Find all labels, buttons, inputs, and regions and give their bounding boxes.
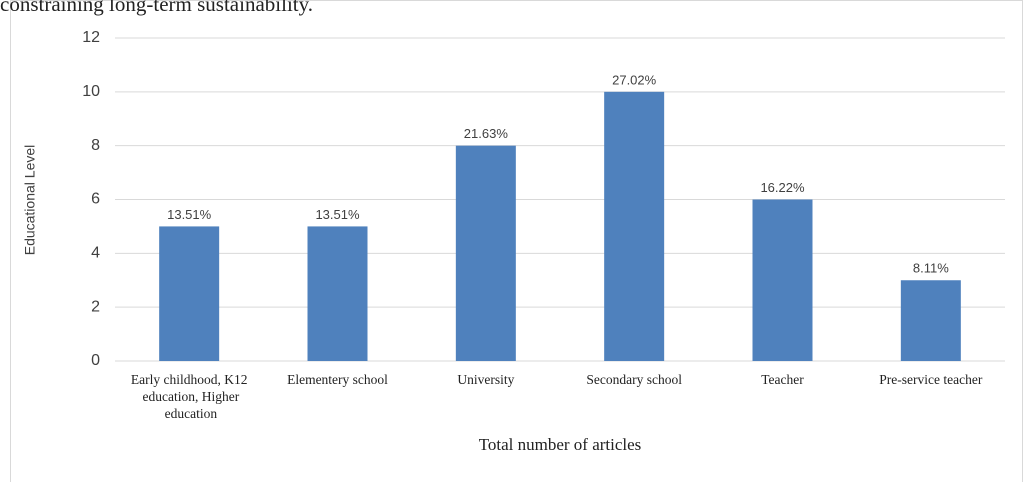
context-text: constraining long-term sustainability.: [0, 0, 313, 16]
x-tick-label: University: [457, 372, 514, 387]
bar: [455, 145, 516, 361]
y-axis-title: Educational Level: [22, 145, 38, 256]
y-tick-label: 6: [91, 191, 100, 208]
y-tick-label: 2: [91, 298, 100, 315]
bar: [604, 91, 665, 361]
y-tick-label: 10: [82, 83, 100, 100]
bar: [307, 226, 368, 361]
bar: [900, 280, 961, 361]
data-label: 16.22%: [760, 180, 805, 195]
bar: [752, 199, 813, 361]
y-tick-label: 4: [91, 245, 100, 262]
x-tick-label: Elementery school: [287, 372, 388, 387]
x-tick-label: Teacher: [761, 372, 804, 387]
data-label: 13.51%: [167, 207, 212, 222]
y-tick-label: 12: [82, 29, 100, 46]
x-axis-title: Total number of articles: [479, 435, 642, 454]
y-tick-label: 0: [91, 352, 100, 369]
y-tick-label: 8: [91, 137, 100, 154]
x-tick-label: Early childhood, K12 education, Higher e…: [131, 372, 248, 421]
data-label: 8.11%: [913, 261, 949, 276]
x-tick-label: Pre-service teacher: [879, 372, 983, 387]
data-label: 13.51%: [315, 207, 360, 222]
data-label: 27.02%: [612, 72, 657, 87]
data-label: 21.63%: [464, 126, 509, 141]
x-tick-label: Secondary school: [586, 372, 682, 387]
bar: [159, 226, 220, 361]
